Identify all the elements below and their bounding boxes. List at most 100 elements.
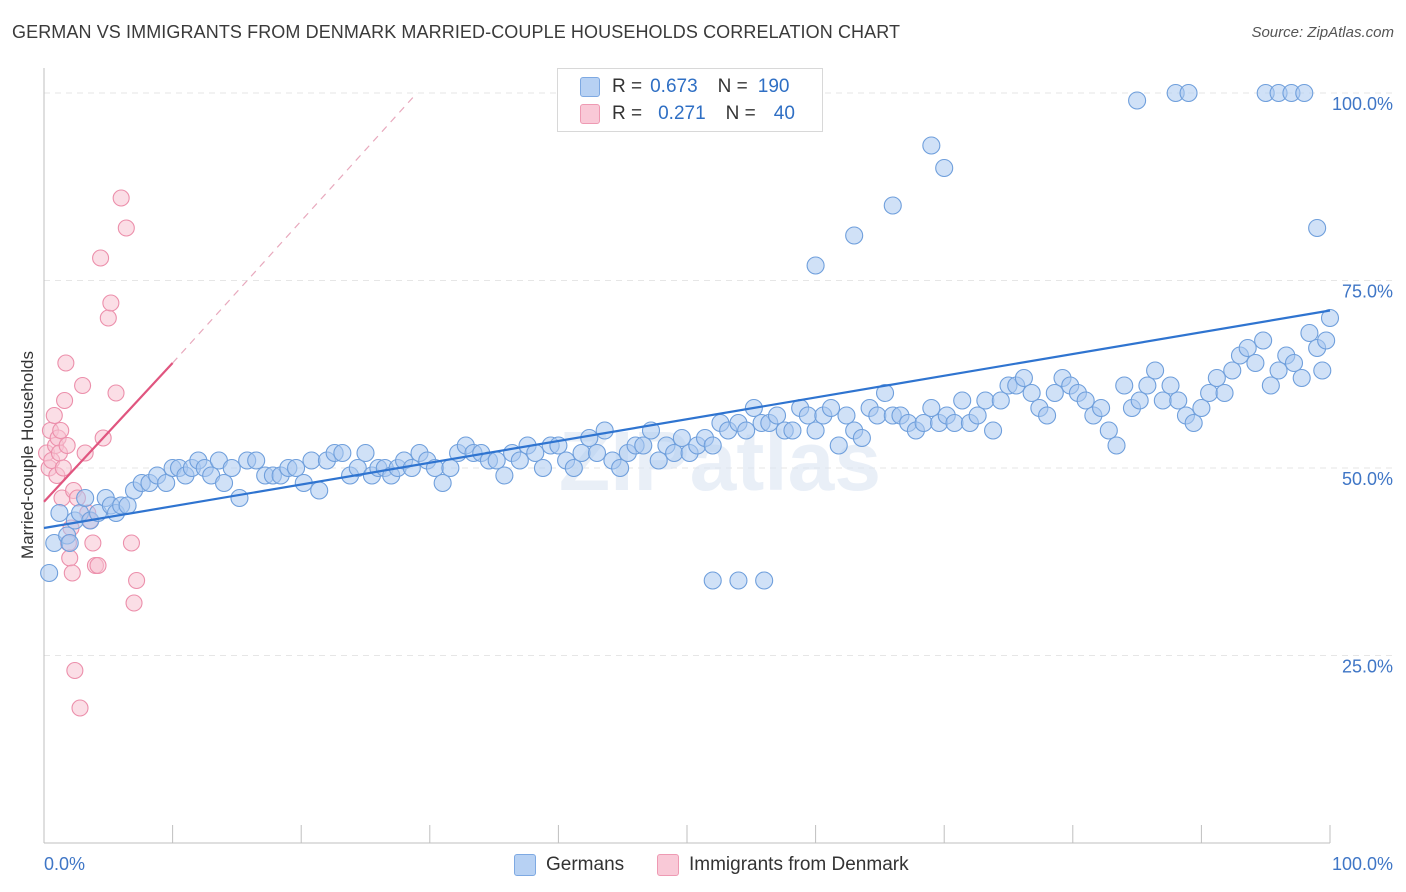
germans-point <box>1320 308 1340 328</box>
denmark-point <box>61 549 79 567</box>
denmark-point <box>102 294 120 312</box>
y-tick-label: 50.0% <box>1342 469 1393 489</box>
germans-point <box>821 398 841 418</box>
germans-point <box>1022 383 1041 403</box>
germans-point <box>729 571 748 590</box>
denmark-point <box>76 444 94 462</box>
germans-point <box>922 136 941 155</box>
germans-point <box>968 406 987 425</box>
legend-item-denmark[interactable]: Immigrants from Denmark <box>657 852 909 878</box>
germans-point <box>1045 383 1064 403</box>
germans-point <box>1261 376 1280 395</box>
denmark-point <box>107 384 125 402</box>
denmark-point <box>63 564 81 582</box>
germans-point <box>837 406 856 425</box>
germans-point <box>572 443 591 463</box>
denmark-trend-extension <box>172 92 418 364</box>
germans-point <box>1092 398 1111 418</box>
r-value: 0.673 <box>650 76 698 97</box>
denmark-point <box>117 219 135 237</box>
germans-point <box>1254 331 1273 350</box>
germans-point <box>1128 91 1147 110</box>
chart-source: Source: ZipAtlas.com <box>1251 24 1394 41</box>
germans-point <box>222 458 241 478</box>
germans-trend-line <box>43 309 1331 530</box>
germans-point <box>247 451 266 470</box>
germans-point <box>433 473 452 493</box>
germans-point <box>984 421 1003 440</box>
germans-point <box>755 571 774 590</box>
denmark-point <box>112 189 130 207</box>
n-label: N = <box>717 76 748 97</box>
germans-point <box>845 226 864 245</box>
denmark-point <box>52 421 70 440</box>
germans-point <box>976 391 995 410</box>
germans-point <box>806 256 825 275</box>
germans-point <box>1295 83 1314 103</box>
germans-point <box>564 458 583 478</box>
germans-point <box>1099 421 1118 440</box>
germans-point <box>1107 436 1126 455</box>
denmark-point <box>89 556 107 575</box>
germans-point <box>1292 368 1311 388</box>
germans-point <box>703 571 722 590</box>
germans-point <box>1014 368 1033 388</box>
denmark-point <box>58 436 76 455</box>
y-tick-label: 25.0% <box>1342 657 1393 677</box>
germans-point <box>1130 391 1149 410</box>
denmark-point <box>128 571 146 590</box>
trend-extension <box>172 92 418 364</box>
tick-labels: 25.0% 50.0% 75.0% 100.0% 0.0% 100.0% <box>44 94 1393 874</box>
denmark-point <box>125 594 143 612</box>
legend-row-germans: R = 0.673 N = 190 <box>580 74 789 100</box>
germans-point <box>868 406 887 425</box>
denmark-point <box>45 406 63 425</box>
denmark-point <box>99 309 117 327</box>
x-tick-label: 0.0% <box>44 854 85 874</box>
denmark-point <box>66 661 84 680</box>
legend-swatch-germans <box>580 77 600 97</box>
germans-point <box>1153 391 1172 410</box>
germans-point <box>40 563 59 583</box>
legend-label-germans: Germans <box>546 854 625 875</box>
denmark-point <box>56 391 74 410</box>
grid-lines <box>44 92 1395 656</box>
germans-point <box>1313 361 1332 380</box>
germans-point <box>611 458 630 478</box>
germans-point <box>402 458 421 478</box>
legend-label-denmark: Immigrants from Denmark <box>689 854 909 875</box>
germans-point <box>157 473 176 493</box>
germans-point <box>495 466 514 485</box>
germans-point <box>737 421 756 440</box>
germans-point <box>1179 83 1198 103</box>
legend-swatch-denmark <box>580 104 600 124</box>
germans-point <box>649 451 668 470</box>
germans-point <box>118 496 137 515</box>
legend-item-germans[interactable]: Germans <box>514 852 624 878</box>
n-value: 40 <box>773 103 795 124</box>
series-germans-points <box>40 83 1340 590</box>
germans-point <box>533 458 553 478</box>
germans-point <box>1215 383 1234 403</box>
germans-point <box>333 443 352 463</box>
germans-point <box>1223 361 1242 380</box>
legend-swatch-denmark <box>657 854 679 876</box>
germans-point <box>798 406 817 425</box>
series-denmark-points <box>38 189 146 717</box>
germans-point <box>991 391 1010 410</box>
germans-point <box>1038 406 1057 425</box>
denmark-point <box>74 376 92 395</box>
germans-point <box>883 196 902 215</box>
germans-point <box>1269 361 1288 380</box>
denmark-trend-line <box>43 362 174 503</box>
chart-title: GERMAN VS IMMIGRANTS FROM DENMARK MARRIE… <box>12 22 901 42</box>
denmark-point <box>54 459 72 477</box>
germans-point <box>1115 376 1134 395</box>
germans-point <box>935 158 954 178</box>
germans-point <box>1300 323 1319 343</box>
germans-point <box>76 488 95 508</box>
germans-point <box>806 421 825 440</box>
germans-point <box>526 443 545 463</box>
germans-point <box>1076 391 1095 410</box>
